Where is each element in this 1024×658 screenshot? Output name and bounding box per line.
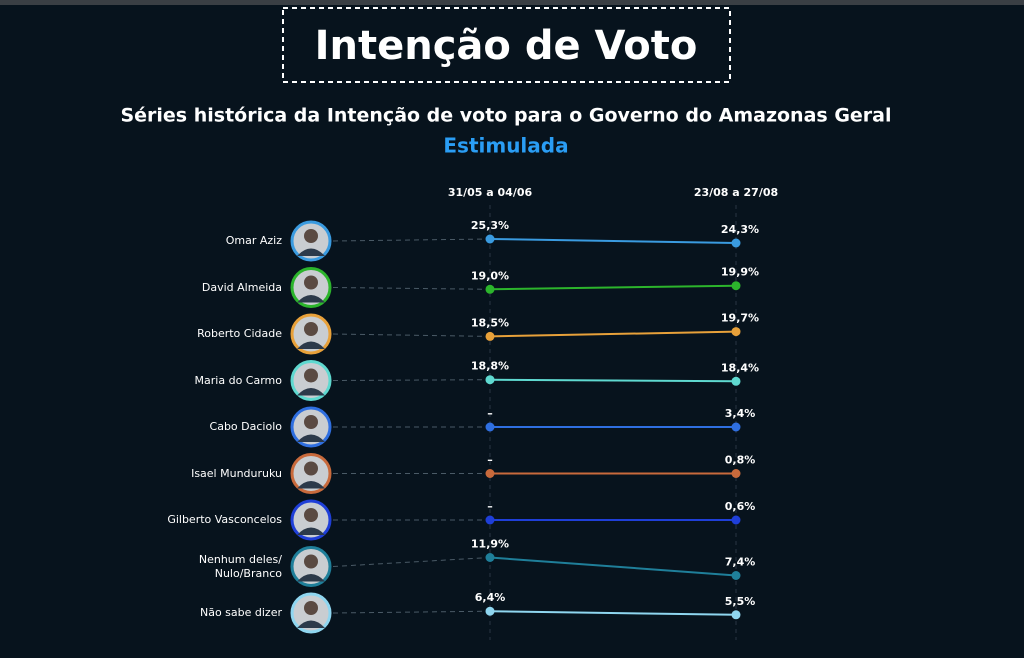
value-label: 19,0%: [471, 269, 509, 282]
avatar-body: [297, 481, 325, 489]
value-label: 25,3%: [471, 219, 509, 232]
value-label: 6,4%: [475, 591, 506, 604]
point: [731, 238, 741, 248]
value-label: 18,4%: [721, 361, 759, 374]
legend-entry: Isael Munduruku: [191, 466, 282, 480]
series-line: [489, 610, 737, 616]
value-label: 5,5%: [725, 595, 756, 608]
point: [485, 331, 495, 341]
legend-entry: David Almeida: [201, 280, 282, 294]
top-bar: [0, 0, 1024, 5]
chart-title: Intenção de Voto: [315, 23, 698, 69]
point: [731, 376, 741, 386]
avatar-body: [297, 388, 325, 396]
point: [731, 515, 741, 525]
subtitle: Séries histórica da Intenção de voto par…: [120, 105, 891, 127]
point: [485, 284, 495, 294]
avatar-head: [304, 322, 318, 336]
value-label: 3,4%: [725, 407, 756, 420]
value-label: 19,7%: [721, 312, 759, 325]
point: [485, 553, 495, 562]
point: [731, 469, 741, 478]
point-empty: [485, 515, 495, 525]
leader: [332, 333, 491, 337]
leader: [332, 610, 491, 614]
avatar-head: [304, 415, 318, 429]
leader: [332, 287, 491, 290]
avatar-body: [297, 527, 325, 535]
avatar-body: [297, 620, 325, 628]
avatar-head: [304, 508, 318, 522]
avatar-head: [304, 275, 318, 290]
column-label: 31/05 a 04/06: [448, 186, 533, 199]
legend-entry: Não sabe dizer: [199, 606, 282, 619]
avatar-body: [297, 574, 325, 582]
value-label: –: [487, 500, 493, 513]
value-label: 0,8%: [725, 454, 756, 467]
avatar-body: [297, 248, 325, 256]
value-label: –: [487, 454, 493, 467]
avatar-head: [304, 229, 318, 243]
point: [731, 422, 741, 432]
legend-entry: Maria do Carmo: [194, 373, 282, 387]
value-label: 18,5%: [471, 316, 509, 329]
legend-entry: Roberto Cidade: [197, 327, 282, 340]
annotation: Estimulada: [443, 134, 568, 158]
point-empty: [485, 422, 495, 432]
point: [731, 281, 741, 291]
leader: [332, 238, 491, 242]
column-label: 23/08 a 27/08: [694, 186, 778, 199]
avatar-head: [304, 368, 318, 383]
legend-entry: Omar Aziz: [225, 234, 282, 247]
leader: [332, 379, 491, 381]
value-label: 19,9%: [721, 266, 759, 279]
point: [485, 606, 495, 616]
avatar-head: [304, 601, 318, 615]
avatar-head: [304, 554, 318, 569]
value-label: 11,9%: [471, 538, 509, 551]
point: [731, 610, 741, 620]
value-label: 0,6%: [725, 500, 756, 513]
value-label: 18,8%: [471, 360, 509, 373]
value-label: –: [487, 407, 493, 420]
series-line: [489, 378, 737, 383]
series-line: [489, 330, 737, 338]
value-label: 7,4%: [725, 556, 756, 569]
point: [731, 327, 741, 337]
point: [731, 571, 741, 580]
avatar-body: [297, 295, 325, 303]
legend-entry: Nenhum deles/ Nulo/Branco: [198, 552, 282, 580]
avatar-body: [297, 434, 325, 442]
series-line: [489, 238, 737, 244]
point: [485, 375, 495, 385]
point: [485, 234, 495, 244]
value-label: 24,3%: [721, 223, 759, 236]
point-empty: [485, 469, 495, 478]
legend-entry: Gilberto Vasconcelos: [167, 513, 282, 526]
avatar-head: [304, 461, 318, 476]
leader: [332, 557, 491, 567]
series-line: [489, 284, 737, 291]
avatar-body: [297, 341, 325, 349]
legend-entry: Cabo Daciolo: [209, 420, 282, 433]
series-line: [489, 556, 737, 577]
